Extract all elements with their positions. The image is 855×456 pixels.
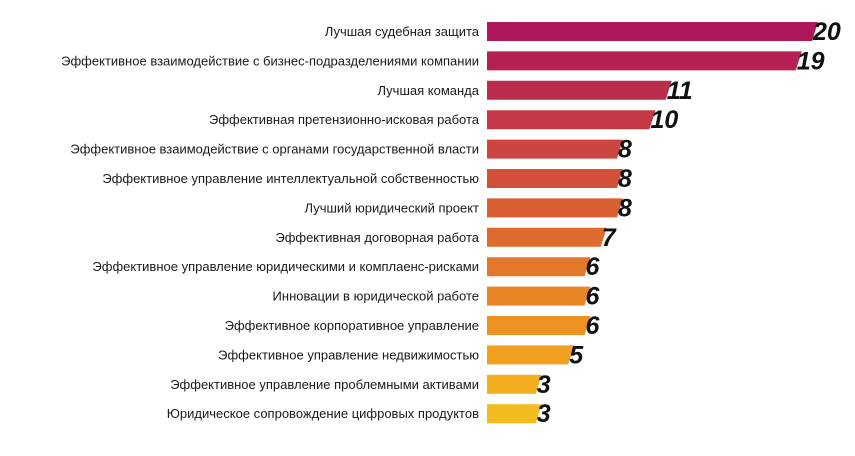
category-label: Юридическое сопровождение цифровых проду… [167, 406, 479, 421]
bar [487, 139, 623, 159]
category-label: Эффективная договорная работа [275, 230, 479, 245]
bar [487, 198, 623, 218]
category-label: Инновации в юридической работе [273, 289, 479, 304]
bar [487, 345, 575, 365]
value-label: 8 [618, 165, 632, 193]
value-label: 6 [586, 283, 601, 311]
value-label: 5 [569, 341, 584, 369]
category-label: Эффективное управление интеллектуальной … [102, 171, 479, 186]
category-label: Эффективное корпоративное управление [225, 318, 479, 333]
value-label: 8 [618, 194, 632, 222]
value-label: 3 [537, 400, 551, 428]
value-label: 8 [618, 136, 632, 164]
bar [487, 227, 607, 247]
bar [487, 169, 623, 188]
bar [487, 22, 818, 41]
value-label: 19 [797, 47, 825, 75]
value-label: 3 [537, 371, 551, 399]
value-label: 10 [651, 106, 679, 134]
category-label: Эффективное управление проблемными актив… [170, 377, 479, 392]
bar [487, 404, 542, 424]
bar [487, 286, 591, 306]
category-label: Эффективное управление недвижимостью [218, 347, 479, 362]
bar [487, 374, 542, 394]
bar [487, 80, 672, 100]
value-label: 11 [667, 77, 693, 105]
bar [487, 257, 591, 277]
value-label: 7 [602, 224, 617, 252]
bar [487, 316, 591, 335]
category-label: Лучший юридический проект [305, 200, 479, 215]
category-label: Лучшая судебная защита [325, 24, 480, 39]
value-label: 6 [586, 312, 601, 340]
value-label: 6 [586, 253, 601, 281]
category-label: Эффективная претензионно-исковая работа [209, 112, 480, 127]
category-label: Эффективное управление юридическими и ко… [92, 259, 479, 274]
bar [487, 110, 656, 130]
bar [487, 51, 802, 71]
value-label: 20 [812, 18, 841, 46]
category-label: Эффективное взаимодействие с органами го… [70, 142, 479, 157]
category-label: Эффективное взаимодействие с бизнес-подр… [61, 53, 479, 68]
category-label: Лучшая команда [378, 83, 480, 98]
